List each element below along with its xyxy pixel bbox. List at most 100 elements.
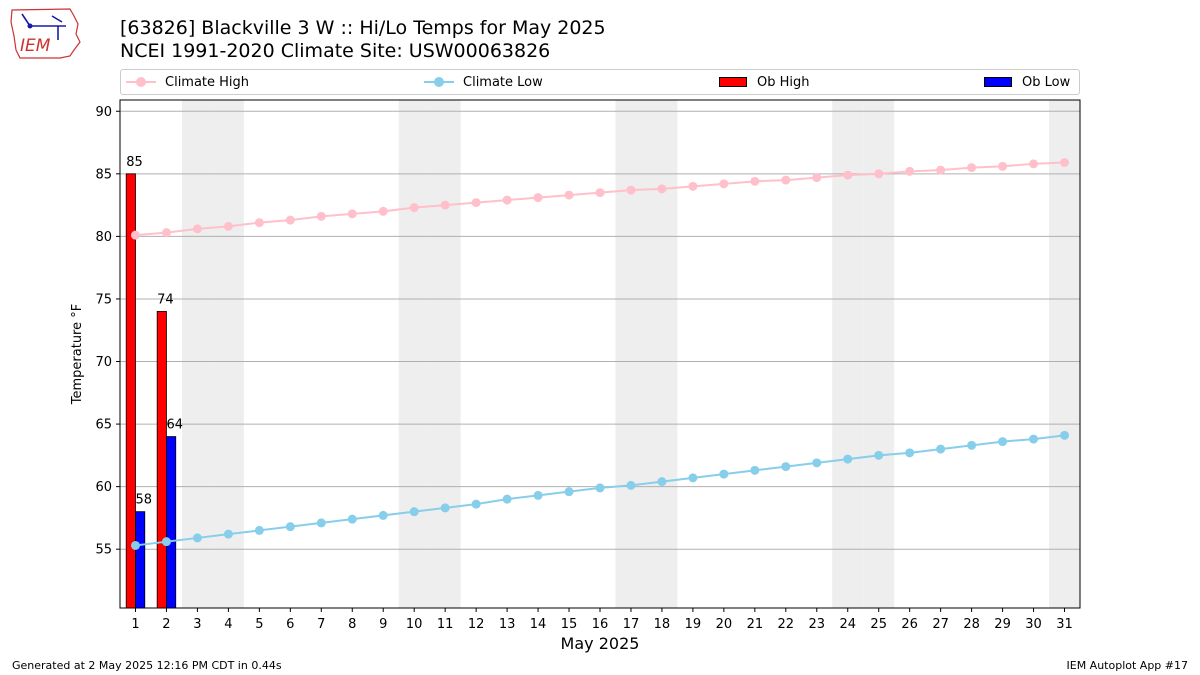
x-tick-label: 24	[839, 617, 856, 632]
climate-low-point	[874, 450, 884, 460]
climate-low-point	[626, 480, 636, 490]
climate-low-point	[812, 458, 822, 468]
y-tick-label: 80	[95, 230, 112, 245]
climate-high-point	[223, 221, 233, 231]
climate-high-point	[967, 163, 977, 173]
climate-high-point	[564, 190, 574, 200]
climate-high-point	[936, 165, 946, 175]
climate-low-point	[409, 507, 419, 517]
legend-item-ob-high: Ob High	[719, 70, 810, 94]
x-tick-label: 7	[317, 617, 325, 632]
x-tick-label: 29	[994, 617, 1011, 632]
bar-value-label: 74	[157, 292, 174, 307]
climate-low-point	[347, 514, 357, 524]
climate-high-point	[316, 211, 326, 221]
legend-box-marker	[984, 77, 1012, 87]
weekend-shade	[615, 100, 647, 608]
climate-high-point	[440, 200, 450, 210]
x-tick-label: 14	[530, 617, 547, 632]
ob-low-bar	[135, 511, 146, 609]
x-tick-label: 28	[963, 617, 980, 632]
x-tick-label: 6	[286, 617, 294, 632]
climate-low-point	[378, 510, 388, 520]
y-axis-label: Temperature °F	[70, 304, 85, 405]
climate-low-point	[223, 529, 233, 539]
climate-high-point	[130, 230, 140, 240]
climate-high-point	[998, 161, 1008, 171]
climate-high-point	[719, 179, 729, 189]
x-tick-label: 23	[809, 617, 826, 632]
climate-high-point	[471, 198, 481, 208]
climate-high-point	[347, 209, 357, 219]
x-tick-label: 18	[654, 617, 671, 632]
climate-high-point	[874, 169, 884, 179]
x-tick-label: 31	[1056, 617, 1073, 632]
climate-high-point	[843, 170, 853, 180]
climate-low-point	[1029, 434, 1039, 444]
bar-value-label: 58	[135, 493, 152, 508]
x-tick-label: 8	[348, 617, 356, 632]
x-tick-label: 12	[468, 617, 485, 632]
ob-high-bar	[156, 311, 167, 609]
climate-low-point	[471, 499, 481, 509]
climate-low-point	[595, 483, 605, 493]
climate-low-point	[967, 440, 977, 450]
climate-high-point	[1029, 159, 1039, 169]
climate-low-point	[502, 494, 512, 504]
climate-low-point	[254, 525, 264, 535]
x-tick-label: 5	[255, 617, 263, 632]
legend-line-marker	[126, 76, 156, 88]
climate-high-point	[1060, 158, 1070, 168]
climate-high-point	[502, 195, 512, 205]
x-tick-label: 1	[131, 617, 139, 632]
legend-label: Climate High	[165, 74, 250, 90]
legend-item-ob-low: Ob Low	[984, 70, 1070, 94]
climate-low-point	[192, 533, 202, 543]
climate-high-point	[750, 176, 760, 186]
climate-low-point	[533, 490, 543, 500]
climate-high-point	[285, 215, 295, 225]
x-tick-label: 10	[406, 617, 423, 632]
ob-low-bar	[166, 436, 177, 609]
climate-high-point	[595, 188, 605, 198]
legend-item-climate-high: Climate High	[126, 70, 249, 94]
legend-label: Climate Low	[463, 74, 543, 90]
x-tick-label: 3	[193, 617, 201, 632]
bar-value-label: 85	[126, 155, 143, 170]
climate-low-point	[564, 487, 574, 497]
climate-low-point	[998, 437, 1008, 447]
footer-app: IEM Autoplot App #17	[1066, 659, 1189, 672]
climate-low-point	[657, 477, 667, 487]
weekend-shade	[1049, 100, 1080, 608]
y-tick-label: 65	[95, 418, 112, 433]
x-tick-label: 21	[747, 617, 764, 632]
x-tick-label: 13	[499, 617, 516, 632]
climate-low-point	[843, 454, 853, 464]
x-tick-label: 16	[592, 617, 609, 632]
x-tick-label: 30	[1025, 617, 1042, 632]
bar-value-label: 64	[166, 418, 183, 433]
legend-box-marker	[719, 77, 747, 87]
chart-title: [63826] Blackville 3 W :: Hi/Lo Temps fo…	[120, 17, 606, 39]
y-tick-label: 70	[95, 355, 112, 370]
climate-low-point	[781, 462, 791, 472]
legend-label: Ob Low	[1022, 74, 1071, 90]
weekend-shade	[398, 100, 430, 608]
x-axis-label: May 2025	[561, 634, 640, 653]
logo-text: IEM	[20, 36, 51, 56]
x-tick-label: 11	[437, 617, 454, 632]
weekend-shade	[212, 100, 244, 608]
iem-logo: IEM	[8, 6, 82, 60]
x-tick-label: 4	[224, 617, 232, 632]
climate-low-point	[440, 503, 450, 513]
climate-low-point	[688, 473, 698, 483]
legend-item-climate-low: Climate Low	[424, 70, 543, 94]
climate-high-point	[192, 224, 202, 234]
climate-low-point	[285, 522, 295, 532]
x-tick-label: 25	[870, 617, 887, 632]
climate-high-point	[812, 173, 822, 183]
x-tick-label: 17	[623, 617, 640, 632]
climate-high-point	[378, 206, 388, 216]
climate-high-point	[905, 166, 915, 176]
weekend-shade	[181, 100, 213, 608]
